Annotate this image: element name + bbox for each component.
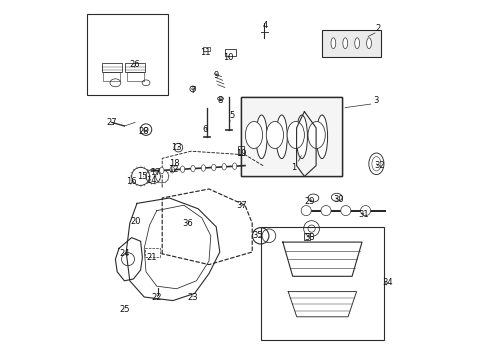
Text: 15: 15 [137, 172, 147, 181]
Circle shape [321, 206, 331, 216]
Ellipse shape [201, 165, 206, 171]
Text: 26: 26 [130, 60, 141, 69]
Ellipse shape [232, 163, 237, 170]
Text: 32: 32 [375, 161, 385, 170]
Text: 31: 31 [359, 210, 369, 219]
Bar [87, 14, 168, 95]
Ellipse shape [317, 115, 328, 159]
Text: 20: 20 [130, 217, 141, 226]
Bar [203, 47, 210, 51]
Bar [242, 97, 342, 176]
Bar [103, 72, 120, 81]
Ellipse shape [367, 38, 371, 49]
Circle shape [301, 206, 311, 216]
Ellipse shape [160, 167, 164, 174]
Ellipse shape [256, 115, 267, 159]
Text: 28: 28 [139, 127, 149, 136]
Ellipse shape [266, 122, 284, 149]
Bar [321, 30, 381, 57]
Ellipse shape [331, 38, 336, 49]
Text: 24: 24 [119, 249, 130, 258]
Text: 21: 21 [146, 253, 157, 262]
Text: 10: 10 [223, 53, 234, 62]
Text: 2: 2 [375, 24, 381, 33]
Bar [225, 49, 236, 56]
Bar [145, 248, 160, 257]
Text: 12: 12 [168, 165, 178, 174]
Text: 36: 36 [182, 219, 193, 228]
Text: 17: 17 [149, 168, 160, 177]
Text: 19: 19 [236, 149, 246, 158]
Ellipse shape [212, 164, 216, 171]
Text: 5: 5 [230, 111, 235, 120]
Text: 7: 7 [190, 86, 196, 95]
Bar [304, 233, 310, 240]
Text: 33: 33 [304, 233, 315, 242]
Ellipse shape [308, 122, 325, 149]
Text: 34: 34 [382, 278, 392, 287]
Ellipse shape [343, 38, 347, 49]
Text: 25: 25 [119, 305, 130, 314]
Text: 37: 37 [236, 201, 247, 210]
Bar [127, 72, 144, 81]
Text: 14: 14 [146, 176, 157, 185]
Circle shape [361, 206, 370, 216]
Ellipse shape [355, 38, 360, 49]
Ellipse shape [296, 115, 307, 159]
Ellipse shape [287, 122, 304, 149]
Text: 23: 23 [188, 292, 198, 302]
Bar [261, 227, 384, 340]
Bar [238, 146, 245, 155]
Text: 13: 13 [172, 143, 182, 152]
Ellipse shape [276, 115, 287, 159]
Bar [102, 63, 122, 72]
Text: 6: 6 [203, 125, 208, 134]
Text: 35: 35 [252, 231, 263, 240]
Text: 22: 22 [151, 292, 162, 302]
Text: 16: 16 [126, 177, 137, 186]
Text: 3: 3 [374, 96, 379, 105]
Text: 8: 8 [217, 96, 222, 105]
Text: 30: 30 [333, 195, 344, 204]
Bar [125, 63, 145, 72]
Text: 9: 9 [214, 71, 219, 80]
Circle shape [341, 206, 351, 216]
Text: 29: 29 [305, 197, 315, 206]
Ellipse shape [222, 163, 226, 170]
Text: 18: 18 [170, 159, 180, 168]
Text: 1: 1 [291, 163, 296, 172]
Ellipse shape [170, 167, 174, 173]
Bar [242, 97, 342, 176]
Text: 27: 27 [106, 118, 117, 127]
Text: 4: 4 [262, 21, 268, 30]
Ellipse shape [191, 165, 195, 172]
Ellipse shape [245, 122, 263, 149]
Text: 11: 11 [200, 48, 211, 57]
Ellipse shape [180, 166, 185, 172]
